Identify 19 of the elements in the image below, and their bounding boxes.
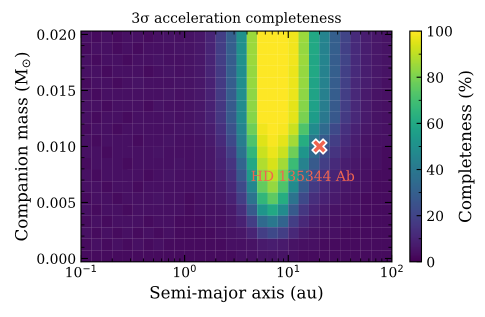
x-tick-label: 10$^{−1}$ [66,264,96,278]
chart-title: 3σ acceleration completeness [132,12,341,26]
y-tick-label: 0.020 [37,29,76,40]
y-axis-title: Companion mass (M$_{⊙}$) [14,52,31,241]
x-tick-label: 10$^{1}$ [278,264,300,278]
y-tick-label: 0.010 [37,141,76,152]
y-tick-label: 0.015 [37,85,76,96]
y-tick-label: 0.000 [37,253,76,264]
x-axis-title: Semi-major axis (au) [150,286,322,302]
color-bar-title: Completeness (%) [458,71,475,222]
x-tick-label: 10$^{0}$ [174,264,196,278]
color-bar-label: 20 [427,210,444,222]
color-bar-label: 0 [427,256,434,268]
x-tick-label: 10$^{2}$ [381,264,403,278]
color-bar-label: 80 [427,72,444,83]
color-bar-label: 60 [427,118,444,129]
y-tick-label: 0.005 [37,197,76,208]
color-bar-label: 40 [426,164,444,176]
color-bar-label: 100 [428,26,452,37]
